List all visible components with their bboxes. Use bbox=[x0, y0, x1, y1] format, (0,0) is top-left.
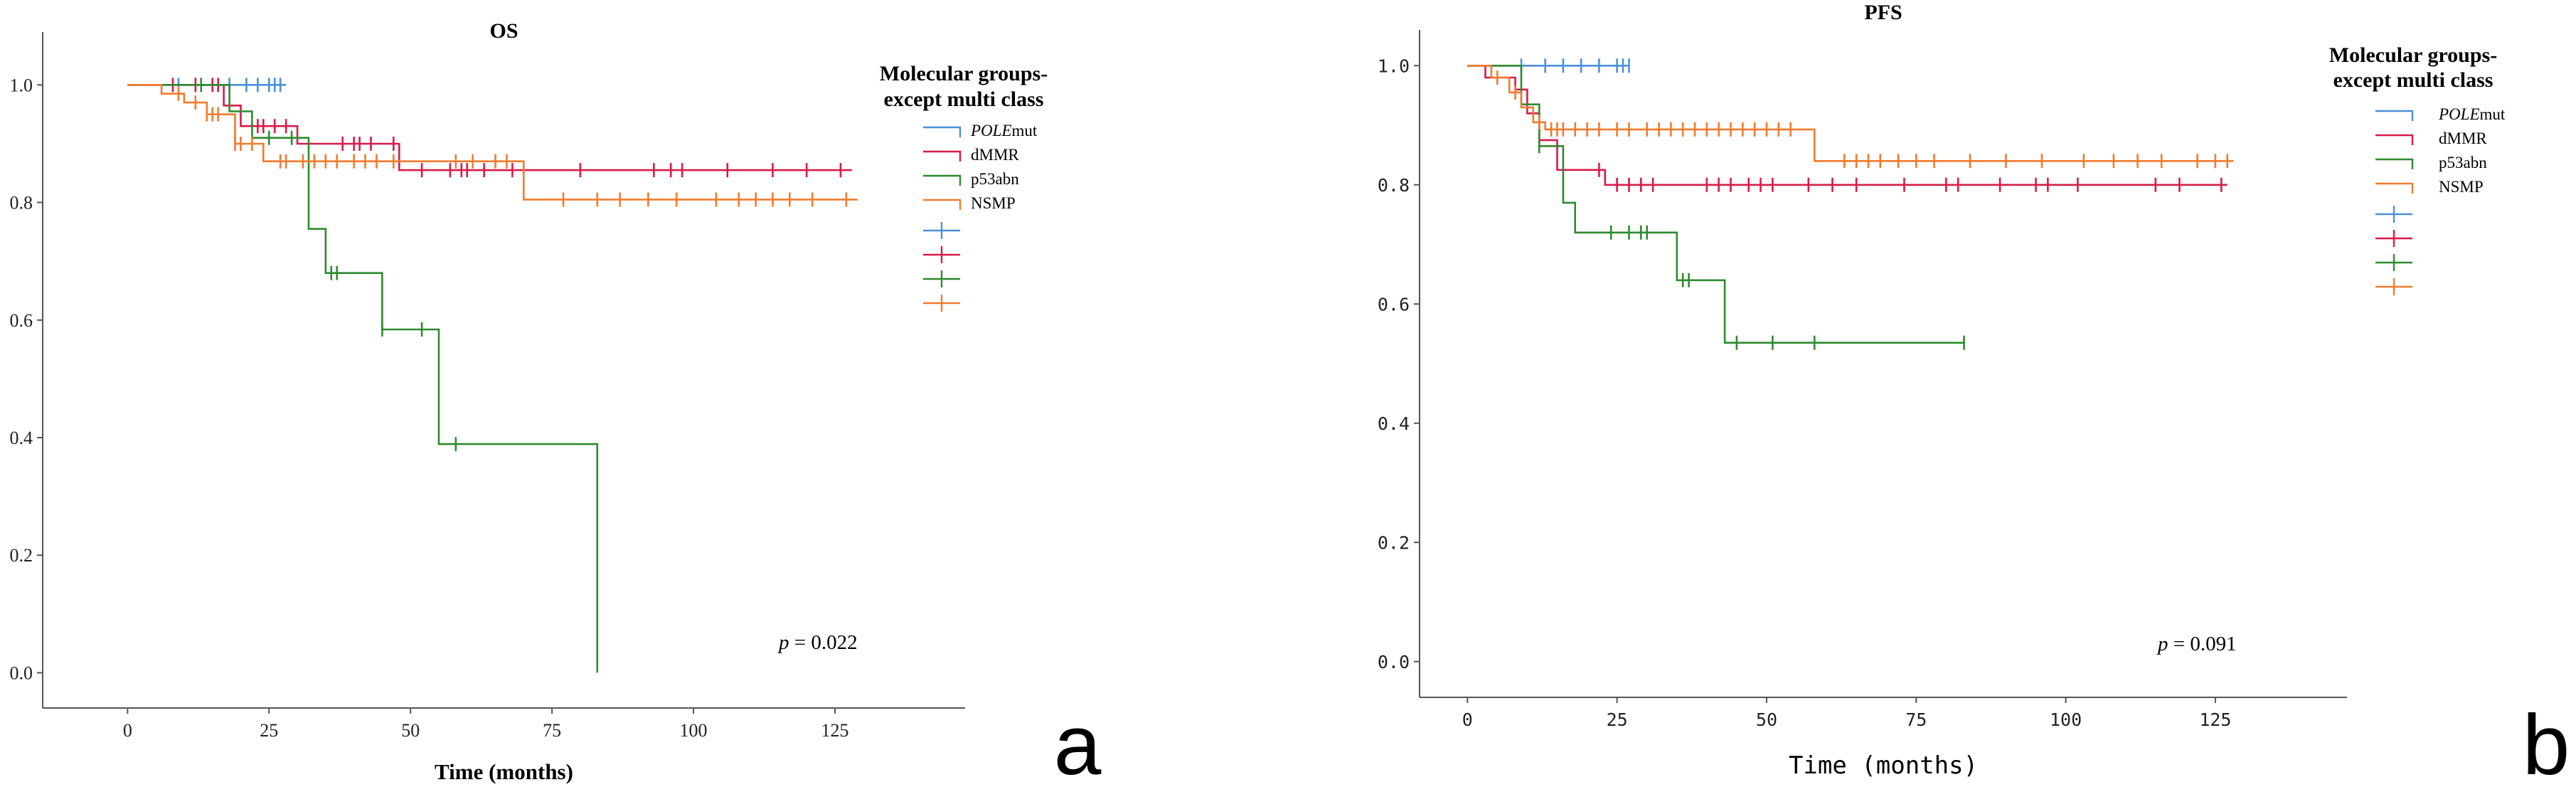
legend-label-text: mut bbox=[1012, 122, 1038, 139]
x-tick-label: 100 bbox=[680, 720, 708, 741]
y-tick-label: 0.8 bbox=[10, 193, 33, 213]
legend-label-text: dMMR bbox=[2439, 130, 2487, 147]
y-tick-label: 0.2 bbox=[1378, 532, 1410, 553]
y-tick-label: 0.4 bbox=[1378, 413, 1410, 434]
chart-title: PFS bbox=[1864, 1, 1902, 24]
legend-title-line2: except multi class bbox=[2333, 68, 2493, 92]
legend-swatch-dmmr bbox=[2375, 134, 2414, 145]
p-symbol: p bbox=[777, 631, 789, 654]
y-tick-label: 0.2 bbox=[10, 545, 33, 566]
x-tick-label: 125 bbox=[2199, 709, 2231, 730]
x-tick-label: 100 bbox=[2050, 709, 2082, 730]
y-tick-label: 0.0 bbox=[10, 662, 33, 683]
p-value-annotation: p = 0.022 bbox=[777, 631, 858, 654]
legend-label-nsmp: NSMP bbox=[971, 194, 1016, 212]
x-tick-label: 50 bbox=[1756, 709, 1777, 730]
legend-label-text: p53abn bbox=[2439, 154, 2487, 171]
km-curve-nsmp bbox=[1467, 65, 2234, 162]
legend-swatch-nsmp bbox=[923, 199, 962, 210]
p-value: = 0.091 bbox=[2168, 633, 2237, 655]
legend-label-dmmr: dMMR bbox=[971, 146, 1019, 164]
km-curve-p53abn bbox=[1467, 65, 1964, 344]
p-value: = 0.022 bbox=[789, 631, 858, 654]
y-tick-label: 0.0 bbox=[1378, 652, 1410, 672]
y-tick-label: 0.6 bbox=[1378, 294, 1410, 315]
series-dmmr bbox=[127, 78, 852, 178]
legend-label-text: NSMP bbox=[2439, 178, 2484, 196]
x-tick-label: 0 bbox=[1462, 709, 1473, 730]
y-tick-label: 1.0 bbox=[10, 75, 33, 95]
p-value-annotation: p = 0.091 bbox=[2156, 633, 2237, 655]
legend-label-p53abn: p53abn bbox=[971, 170, 1019, 188]
x-axis-label: Time (months) bbox=[1789, 751, 1978, 780]
panel-letter: a bbox=[1054, 697, 1102, 787]
x-tick-label: 75 bbox=[543, 720, 561, 741]
km-curve-p53abn bbox=[127, 84, 599, 673]
legend-label-dmmr: dMMR bbox=[2439, 130, 2487, 147]
x-tick-label: 25 bbox=[260, 720, 278, 741]
y-tick-label: 0.8 bbox=[1378, 175, 1410, 196]
series-p53abn bbox=[127, 78, 599, 673]
legend-title-line1: Molecular groups- bbox=[880, 62, 1048, 85]
legend: Molecular groups-except multi class POLEm… bbox=[880, 62, 1048, 312]
x-tick-label: 25 bbox=[1607, 709, 1628, 730]
legend-label-text: dMMR bbox=[971, 146, 1019, 164]
x-tick-label: 0 bbox=[123, 720, 132, 741]
x-tick-label: 125 bbox=[821, 720, 848, 741]
chart-panel-b: PFS 0.0 0.2 0.4 0.6 0.8 1.0 0 25 50 75 100 125 Time (… bbox=[1378, 1, 2570, 787]
chart-panel-a: OS 0.0 0.2 0.4 0.6 0.8 1.0 0 25 50 75 100 125 Time (m… bbox=[10, 19, 1102, 787]
legend-label-italic: POLE bbox=[970, 122, 1012, 139]
x-tick-label: 75 bbox=[1905, 709, 1927, 730]
series-p53abn bbox=[1467, 65, 1965, 350]
legend: Molecular groups-except multi class POLEm… bbox=[2329, 43, 2506, 295]
legend-swatch-nsmp bbox=[2375, 182, 2414, 194]
legend-label-polemut: POLEmut bbox=[970, 122, 1038, 139]
y-tick-label: 1.0 bbox=[1378, 56, 1410, 76]
legend-label-polemut: POLEmut bbox=[2438, 105, 2506, 123]
legend-title-line2: except multi class bbox=[884, 88, 1044, 111]
y-tick-label: 0.6 bbox=[10, 310, 33, 331]
legend-label-nsmp: NSMP bbox=[2439, 178, 2484, 196]
legend-label-text: NSMP bbox=[971, 194, 1016, 212]
legend-label-text: mut bbox=[2480, 105, 2506, 123]
series-nsmp bbox=[127, 84, 858, 207]
legend-label-p53abn: p53abn bbox=[2439, 154, 2487, 171]
legend-swatch-dmmr bbox=[923, 150, 962, 162]
legend-swatch-p53abn bbox=[2375, 158, 2414, 169]
y-tick-label: 0.4 bbox=[10, 428, 33, 448]
panel-letter: b bbox=[2523, 697, 2570, 787]
legend-swatch-polemut bbox=[923, 126, 962, 137]
km-curve-dmmr bbox=[127, 84, 852, 171]
legend-title-line1: Molecular groups- bbox=[2329, 43, 2497, 67]
x-tick-label: 50 bbox=[401, 720, 420, 741]
series-nsmp bbox=[1467, 65, 2234, 169]
km-curve-nsmp bbox=[127, 84, 858, 201]
p-symbol: p bbox=[2156, 633, 2168, 655]
legend-swatch-p53abn bbox=[923, 174, 962, 186]
legend-swatch-polemut bbox=[2375, 110, 2414, 121]
chart-title: OS bbox=[489, 19, 518, 43]
legend-label-text: p53abn bbox=[971, 170, 1019, 188]
x-axis-label: Time (months) bbox=[435, 759, 573, 784]
legend-label-italic: POLE bbox=[2438, 105, 2480, 123]
